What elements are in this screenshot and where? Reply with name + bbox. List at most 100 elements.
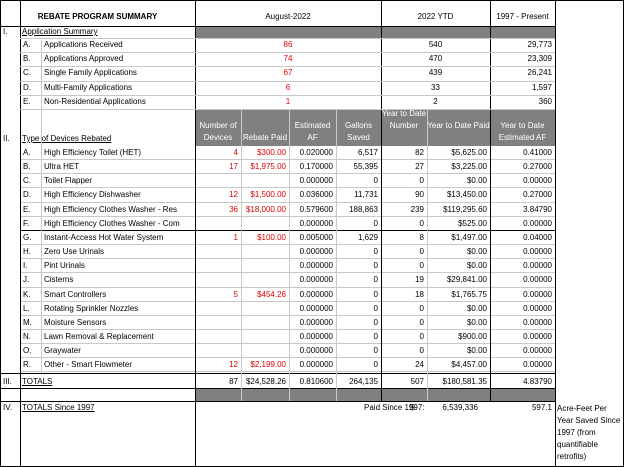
gallons-saved: 0 bbox=[373, 303, 378, 313]
row-letter: F. bbox=[23, 218, 30, 228]
gallons-saved: 0 bbox=[373, 331, 378, 341]
row-letter: D. bbox=[23, 82, 31, 92]
row-letter: C. bbox=[23, 68, 31, 78]
ytd-paid: $5,625.00 bbox=[451, 148, 487, 157]
device-count bbox=[195, 219, 241, 229]
totals-since-title: TOTALS Since 1997 bbox=[22, 403, 95, 412]
device-label: Rotating Sprinkler Nozzles bbox=[44, 303, 139, 313]
device-count: 17 bbox=[229, 162, 238, 172]
device-label: Toilet Flapper bbox=[44, 176, 93, 186]
device-count bbox=[195, 346, 241, 356]
column-border bbox=[555, 0, 556, 467]
column-header-ytd-num: Year to Date Number bbox=[381, 109, 427, 130]
column-header-gallons: Gallons Saved bbox=[344, 121, 373, 142]
row-letter: C. bbox=[23, 176, 31, 186]
app-row-divider bbox=[20, 38, 555, 39]
app-row-divider bbox=[20, 95, 555, 96]
device-label: High Efficiency Clothes Washer - Res bbox=[44, 204, 177, 214]
row-letter: O. bbox=[23, 346, 32, 356]
ytd-number: 0 bbox=[419, 247, 424, 257]
section1-header-band bbox=[195, 27, 555, 38]
device-count bbox=[195, 275, 241, 285]
row-letter: E. bbox=[23, 96, 31, 106]
ytd-paid: $900.00 bbox=[458, 331, 487, 341]
ytd-paid: $29,841.00 bbox=[446, 275, 487, 285]
outer-top bbox=[0, 0, 624, 1]
application-ytd-value: 33 bbox=[431, 82, 440, 92]
application-ytd-value: 470 bbox=[428, 54, 443, 64]
row-divider bbox=[20, 315, 555, 316]
ytd-estimated-af: 0.00000 bbox=[523, 317, 552, 327]
row-letter: H. bbox=[23, 247, 31, 257]
ytd-number: 239 bbox=[410, 204, 424, 214]
application-ytd-value: 540 bbox=[428, 40, 443, 49]
column-border bbox=[381, 0, 382, 401]
device-label: High Efficiency Toilet (HET) bbox=[44, 148, 142, 157]
section3-number: III. bbox=[3, 377, 12, 386]
ytd-number: 0 bbox=[419, 346, 424, 356]
device-label: Ultra HET bbox=[44, 162, 80, 172]
ytd-number: 82 bbox=[415, 148, 424, 157]
row-letter: J. bbox=[23, 275, 30, 285]
application-month-value: 6 bbox=[285, 82, 291, 92]
row-divider bbox=[20, 371, 555, 372]
ytd-number: 19 bbox=[415, 275, 424, 285]
row-divider bbox=[20, 329, 555, 330]
estimated-af: 0.000000 bbox=[299, 247, 333, 257]
row-letter: N. bbox=[23, 331, 31, 341]
row-letter: I. bbox=[23, 261, 28, 271]
af-note: Acre-Feet Per Year Saved Since 1997 (fro… bbox=[557, 404, 621, 461]
estimated-af: 0.000000 bbox=[299, 289, 333, 299]
device-label: Cisterns bbox=[44, 275, 74, 285]
app-row-divider bbox=[20, 109, 555, 110]
application-total-value: 23,309 bbox=[527, 54, 552, 64]
application-month-value: 67 bbox=[283, 68, 293, 78]
estimated-af: 0.000000 bbox=[299, 346, 333, 356]
rebate-paid bbox=[241, 332, 289, 342]
estimated-af: 0.020000 bbox=[299, 148, 333, 157]
estimated-af: 0.000000 bbox=[299, 176, 333, 186]
column-divider bbox=[427, 110, 428, 401]
rebate-paid bbox=[241, 219, 289, 229]
section3-band bbox=[195, 389, 555, 401]
estimated-af: 0.005000 bbox=[299, 232, 333, 242]
ytd-estimated-af: 0.00000 bbox=[523, 247, 552, 257]
application-ytd-value: 2 bbox=[433, 96, 438, 106]
gallons-saved: 55,395 bbox=[353, 162, 378, 172]
column-divider bbox=[41, 40, 42, 373]
section1-title: Application Summary bbox=[22, 27, 98, 36]
column-header-devices: Number of Devices bbox=[199, 121, 237, 142]
ytd-paid: $0.00 bbox=[466, 261, 487, 271]
estimated-af: 0.170000 bbox=[299, 162, 333, 172]
ytd-estimated-af: 0.00000 bbox=[523, 218, 552, 228]
total-ytd-num: 507 bbox=[410, 377, 424, 386]
application-month-value: 86 bbox=[283, 40, 293, 49]
gallons-saved: 1,629 bbox=[357, 232, 378, 242]
ytd-number: 0 bbox=[419, 331, 424, 341]
estimated-af: 0.000000 bbox=[299, 360, 333, 370]
gallons-saved: 188,863 bbox=[349, 204, 378, 214]
column-border bbox=[195, 0, 196, 467]
column-divider bbox=[336, 110, 337, 401]
gallons-saved: 0 bbox=[373, 261, 378, 271]
total-af: 0.810600 bbox=[299, 377, 333, 386]
ytd-estimated-af: 0.00000 bbox=[523, 176, 552, 186]
ytd-number: 18 bbox=[415, 289, 424, 299]
device-count bbox=[195, 176, 241, 186]
row-letter: L. bbox=[23, 303, 30, 313]
rebate-paid bbox=[241, 176, 289, 186]
column-border bbox=[490, 0, 491, 401]
device-count bbox=[195, 261, 241, 271]
column-divider bbox=[241, 110, 242, 401]
ytd-estimated-af: 0.00000 bbox=[523, 303, 552, 313]
estimated-af: 0.579600 bbox=[299, 204, 333, 214]
total-ytd-af: 4.83790 bbox=[523, 377, 552, 386]
rebate-paid: $1,500.00 bbox=[250, 190, 286, 200]
device-count: 4 bbox=[233, 148, 238, 157]
section2-title: Type of Devices Rebated bbox=[22, 134, 112, 143]
device-label: High Efficiency Clothes Washer - Com bbox=[44, 218, 180, 228]
rebate-paid bbox=[241, 261, 289, 271]
rebate-paid: $300.00 bbox=[257, 148, 286, 157]
estimated-af: 0.036000 bbox=[299, 190, 333, 200]
